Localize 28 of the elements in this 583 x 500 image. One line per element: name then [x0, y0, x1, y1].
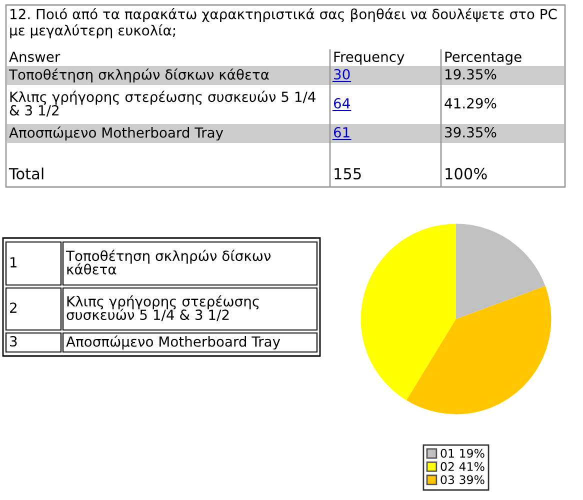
text: 155	[334, 168, 361, 180]
text: Κλιπς γρήγορης στερέωσης συσκευών 5 1/4 & 3 1/2	[66, 295, 259, 322]
text: Αποσπώμενο Motherboard Tray	[9, 126, 224, 140]
text: 19.35%	[446, 69, 496, 80]
text: 3	[10, 336, 17, 347]
text: 100%	[446, 168, 487, 180]
text: Percentage	[445, 52, 522, 65]
text: 41.29%	[444, 98, 496, 109]
text: Frequency	[334, 52, 404, 65]
text: Τοποθέτηση σκληρών δίσκων κάθετα	[8, 68, 269, 82]
legend-label: 02 41%	[440, 462, 484, 471]
text: 1	[10, 257, 17, 268]
text: 64	[334, 98, 350, 109]
text: Answer	[9, 52, 60, 62]
pie-slice	[360, 224, 456, 400]
pie-slice	[406, 286, 552, 414]
legend-label: 03 39%	[440, 475, 484, 484]
text: Αποσπώμενο Motherboard Tray	[66, 336, 280, 350]
text: 30	[334, 69, 350, 80]
text: Τοποθέτηση σκληρών δίσκων κάθετα	[66, 250, 271, 275]
text: Κλιπς γρήγορης στερέωσης συσκευών 5 1/4 & 3 1/2	[10, 90, 316, 117]
legend-label: 01 19%	[440, 448, 484, 458]
pie-slice	[456, 224, 546, 319]
chart-title: 12. Ποιό από τα παρακάτω χαρακτηριστικά σας βοηθάει να δουλέψετε στο PC με μεγαλύτερη ευκολία;	[10, 8, 557, 38]
text: 2	[10, 302, 16, 313]
text: Total	[8, 168, 44, 180]
text: 61	[334, 127, 350, 138]
text: 39.35%	[445, 127, 496, 138]
